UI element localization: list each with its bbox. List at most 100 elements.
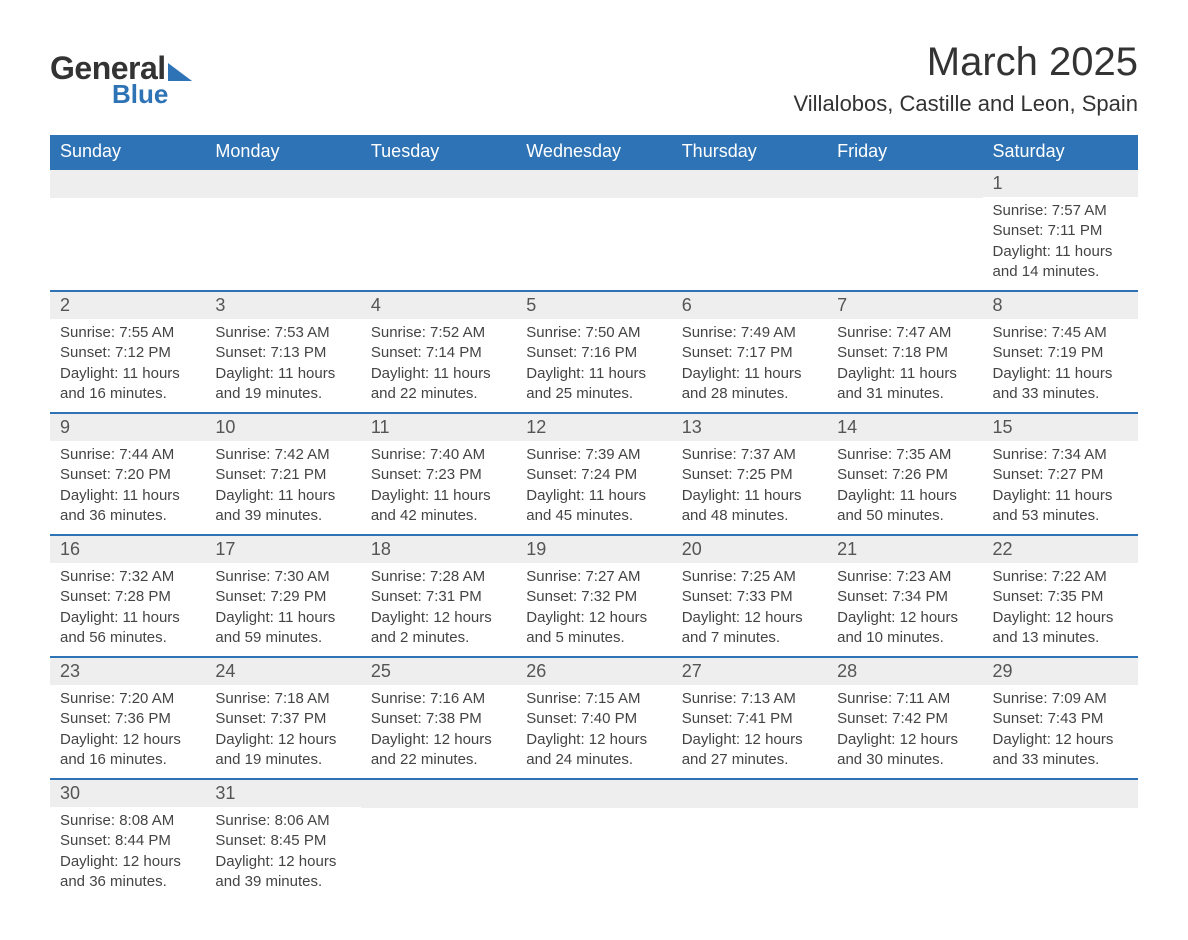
sunset-text: Sunset: 7:14 PM (371, 343, 506, 363)
calendar-day-cell (516, 169, 671, 291)
sunset-text: Sunset: 7:42 PM (837, 709, 972, 729)
day-header: Sunday (50, 135, 205, 169)
calendar-day-cell: 16Sunrise: 7:32 AMSunset: 7:28 PMDayligh… (50, 535, 205, 657)
sunrise-text: Sunrise: 7:18 AM (215, 689, 350, 709)
calendar-day-cell (361, 779, 516, 900)
sunrise-text: Sunrise: 7:16 AM (371, 689, 506, 709)
daylight-text: Daylight: 11 hours and 19 minutes. (215, 364, 350, 405)
empty-day-number (827, 170, 982, 198)
sunrise-text: Sunrise: 7:40 AM (371, 445, 506, 465)
day-number: 1 (983, 170, 1138, 197)
sunrise-text: Sunrise: 7:28 AM (371, 567, 506, 587)
day-content: Sunrise: 7:28 AMSunset: 7:31 PMDaylight:… (361, 563, 516, 656)
daylight-text: Daylight: 11 hours and 56 minutes. (60, 608, 195, 649)
daylight-text: Daylight: 11 hours and 42 minutes. (371, 486, 506, 527)
sunset-text: Sunset: 7:13 PM (215, 343, 350, 363)
day-number: 21 (827, 536, 982, 563)
sunset-text: Sunset: 7:28 PM (60, 587, 195, 607)
sunset-text: Sunset: 8:44 PM (60, 831, 195, 851)
day-number: 8 (983, 292, 1138, 319)
daylight-text: Daylight: 12 hours and 33 minutes. (993, 730, 1128, 771)
day-number: 19 (516, 536, 671, 563)
calendar-day-cell: 23Sunrise: 7:20 AMSunset: 7:36 PMDayligh… (50, 657, 205, 779)
sunset-text: Sunset: 7:32 PM (526, 587, 661, 607)
calendar-week-row: 1Sunrise: 7:57 AMSunset: 7:11 PMDaylight… (50, 169, 1138, 291)
day-content: Sunrise: 7:20 AMSunset: 7:36 PMDaylight:… (50, 685, 205, 778)
calendar-day-cell: 25Sunrise: 7:16 AMSunset: 7:38 PMDayligh… (361, 657, 516, 779)
day-content: Sunrise: 8:08 AMSunset: 8:44 PMDaylight:… (50, 807, 205, 900)
sunset-text: Sunset: 7:27 PM (993, 465, 1128, 485)
day-number: 16 (50, 536, 205, 563)
day-number: 3 (205, 292, 360, 319)
day-content: Sunrise: 7:45 AMSunset: 7:19 PMDaylight:… (983, 319, 1138, 412)
calendar-day-cell: 18Sunrise: 7:28 AMSunset: 7:31 PMDayligh… (361, 535, 516, 657)
day-number: 2 (50, 292, 205, 319)
daylight-text: Daylight: 12 hours and 27 minutes. (682, 730, 817, 771)
title-block: March 2025 Villalobos, Castille and Leon… (794, 40, 1139, 117)
calendar-day-cell: 10Sunrise: 7:42 AMSunset: 7:21 PMDayligh… (205, 413, 360, 535)
daylight-text: Daylight: 11 hours and 36 minutes. (60, 486, 195, 527)
daylight-text: Daylight: 11 hours and 39 minutes. (215, 486, 350, 527)
day-number: 24 (205, 658, 360, 685)
day-number: 13 (672, 414, 827, 441)
calendar-week-row: 23Sunrise: 7:20 AMSunset: 7:36 PMDayligh… (50, 657, 1138, 779)
calendar-day-cell: 6Sunrise: 7:49 AMSunset: 7:17 PMDaylight… (672, 291, 827, 413)
daylight-text: Daylight: 12 hours and 16 minutes. (60, 730, 195, 771)
calendar-day-cell: 19Sunrise: 7:27 AMSunset: 7:32 PMDayligh… (516, 535, 671, 657)
sunset-text: Sunset: 7:19 PM (993, 343, 1128, 363)
sunset-text: Sunset: 7:29 PM (215, 587, 350, 607)
day-content: Sunrise: 7:40 AMSunset: 7:23 PMDaylight:… (361, 441, 516, 534)
month-title: March 2025 (794, 40, 1139, 85)
day-number: 4 (361, 292, 516, 319)
calendar-day-cell: 27Sunrise: 7:13 AMSunset: 7:41 PMDayligh… (672, 657, 827, 779)
page-header: General Blue March 2025 Villalobos, Cast… (50, 40, 1138, 117)
daylight-text: Daylight: 12 hours and 2 minutes. (371, 608, 506, 649)
daylight-text: Daylight: 11 hours and 16 minutes. (60, 364, 195, 405)
sunrise-text: Sunrise: 7:23 AM (837, 567, 972, 587)
sunset-text: Sunset: 7:24 PM (526, 465, 661, 485)
calendar-day-cell (361, 169, 516, 291)
calendar-day-cell (672, 169, 827, 291)
sunrise-text: Sunrise: 7:22 AM (993, 567, 1128, 587)
day-header: Monday (205, 135, 360, 169)
sunrise-text: Sunrise: 7:47 AM (837, 323, 972, 343)
calendar-day-cell: 20Sunrise: 7:25 AMSunset: 7:33 PMDayligh… (672, 535, 827, 657)
calendar-day-cell: 21Sunrise: 7:23 AMSunset: 7:34 PMDayligh… (827, 535, 982, 657)
calendar-day-cell (672, 779, 827, 900)
empty-day-number (672, 170, 827, 198)
day-content: Sunrise: 7:30 AMSunset: 7:29 PMDaylight:… (205, 563, 360, 656)
calendar-day-cell (50, 169, 205, 291)
sunrise-text: Sunrise: 7:37 AM (682, 445, 817, 465)
sunrise-text: Sunrise: 7:45 AM (993, 323, 1128, 343)
daylight-text: Daylight: 11 hours and 48 minutes. (682, 486, 817, 527)
daylight-text: Daylight: 12 hours and 36 minutes. (60, 852, 195, 893)
sunrise-text: Sunrise: 7:50 AM (526, 323, 661, 343)
sunset-text: Sunset: 7:16 PM (526, 343, 661, 363)
sunrise-text: Sunrise: 7:20 AM (60, 689, 195, 709)
daylight-text: Daylight: 11 hours and 22 minutes. (371, 364, 506, 405)
sunset-text: Sunset: 7:36 PM (60, 709, 195, 729)
day-content: Sunrise: 7:35 AMSunset: 7:26 PMDaylight:… (827, 441, 982, 534)
calendar-day-cell: 4Sunrise: 7:52 AMSunset: 7:14 PMDaylight… (361, 291, 516, 413)
sunset-text: Sunset: 7:20 PM (60, 465, 195, 485)
sunrise-text: Sunrise: 7:39 AM (526, 445, 661, 465)
daylight-text: Daylight: 11 hours and 31 minutes. (837, 364, 972, 405)
calendar-day-cell: 7Sunrise: 7:47 AMSunset: 7:18 PMDaylight… (827, 291, 982, 413)
logo-text-blue: Blue (112, 79, 192, 110)
day-number: 29 (983, 658, 1138, 685)
sunrise-text: Sunrise: 7:13 AM (682, 689, 817, 709)
sunset-text: Sunset: 7:34 PM (837, 587, 972, 607)
day-content: Sunrise: 7:34 AMSunset: 7:27 PMDaylight:… (983, 441, 1138, 534)
calendar-day-cell: 30Sunrise: 8:08 AMSunset: 8:44 PMDayligh… (50, 779, 205, 900)
day-number: 14 (827, 414, 982, 441)
sunset-text: Sunset: 7:25 PM (682, 465, 817, 485)
day-header: Friday (827, 135, 982, 169)
day-number: 15 (983, 414, 1138, 441)
logo-triangle-icon (168, 63, 192, 81)
day-content: Sunrise: 7:42 AMSunset: 7:21 PMDaylight:… (205, 441, 360, 534)
day-content: Sunrise: 7:16 AMSunset: 7:38 PMDaylight:… (361, 685, 516, 778)
daylight-text: Daylight: 12 hours and 24 minutes. (526, 730, 661, 771)
day-content: Sunrise: 7:53 AMSunset: 7:13 PMDaylight:… (205, 319, 360, 412)
day-number: 26 (516, 658, 671, 685)
day-number: 23 (50, 658, 205, 685)
